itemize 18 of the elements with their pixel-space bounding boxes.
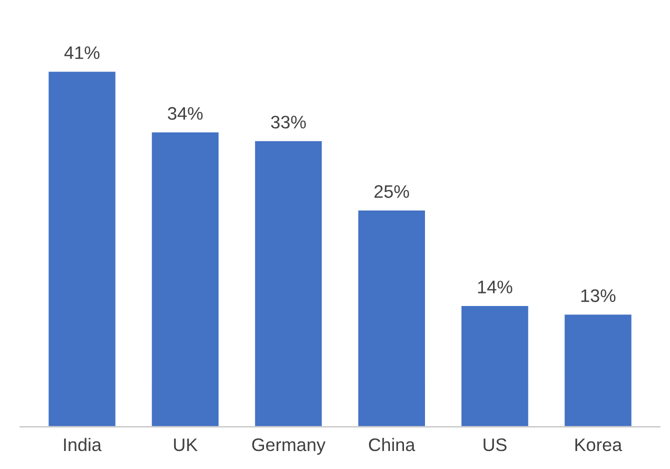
data-label: 33% [271, 116, 306, 129]
x-tick-label: Germany [252, 438, 326, 455]
bar [563, 313, 633, 427]
data-label: 41% [64, 46, 100, 60]
x-tick-label: US [484, 438, 507, 452]
x-tick-label: China [368, 438, 416, 452]
bar [356, 209, 426, 427]
data-label: 34% [168, 107, 203, 120]
x-tick-label: UK [174, 438, 198, 452]
data-label: 25% [374, 185, 410, 198]
bar [47, 70, 117, 427]
bar [150, 131, 220, 427]
x-tick-label: India [64, 438, 102, 452]
bar [254, 140, 324, 427]
bar [460, 304, 530, 427]
x-tick-label: Korea [575, 438, 622, 452]
data-label: 13% [581, 289, 616, 302]
data-label: 14% [478, 280, 512, 294]
